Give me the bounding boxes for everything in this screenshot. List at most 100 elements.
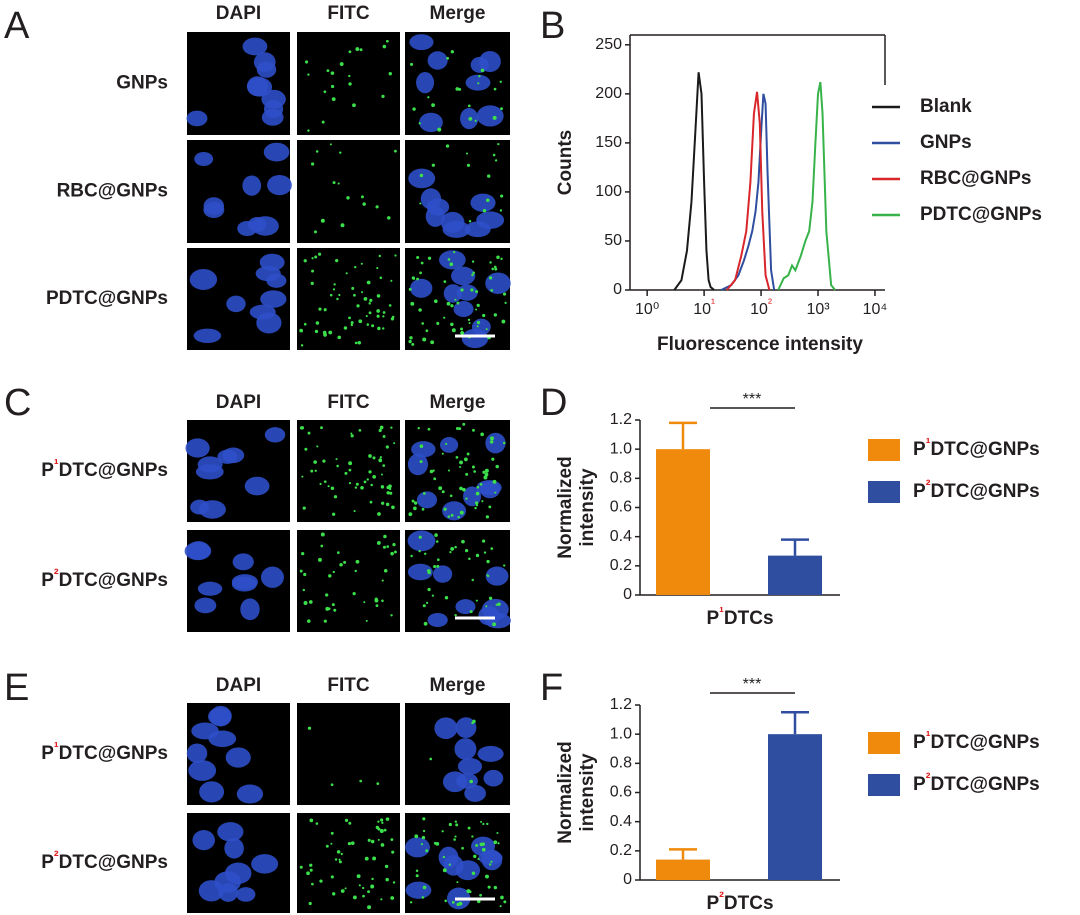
fitc-dot [385,502,390,507]
fitc-dot [348,50,352,54]
fitc-dot [343,560,347,564]
fitc-dot [454,298,457,301]
fitc-dot [376,294,381,298]
fitc-dot [368,311,372,315]
fitc-dot [359,48,363,52]
legend-label: P²DTC@GNPs [913,771,1040,795]
fitc-dot [379,425,384,430]
fitc-dot [382,44,387,49]
nucleus [471,836,496,856]
fitc-dot [390,614,393,617]
column-header: Merge [430,392,486,413]
y-axis-title: Normalized [555,456,576,558]
y-tick-label: 1.2 [610,696,632,713]
fitc-dot [444,899,447,903]
fitc-dot [311,162,315,166]
y-tick-label: 0.8 [610,470,632,487]
fitc-dot [431,594,434,597]
fitc-dot [331,97,336,102]
fitc-dot [320,544,324,548]
fitc-dot [313,230,317,234]
nucleus [217,822,244,842]
fitc-dot [450,322,454,327]
fitc-dot [475,290,479,294]
fitc-dot [315,321,320,325]
fitc-dot [382,545,386,549]
fitc-dot [320,532,325,537]
nucleus [193,328,222,344]
fitc-dot [338,858,341,861]
fitc-dot [451,328,456,333]
fitc-dot [460,288,464,292]
nucleus [416,71,435,94]
category-label: P²DTCs [706,890,773,914]
fitc-dot [310,281,314,285]
column-header: FITC [327,675,369,696]
nucleus [263,142,290,162]
nucleus [456,284,478,301]
y-tick-label: 1.0 [610,440,632,457]
fitc-dot [443,280,447,284]
fitc-dot [379,276,383,280]
fitc-dot [493,313,498,317]
fitc-dot [473,470,476,473]
nucleus [485,566,509,586]
fitc-dot [357,340,362,345]
fitc-dot [361,291,364,294]
fitc-dot [330,71,335,75]
fitc-dot [500,107,503,111]
fitc-dot [472,719,476,724]
fitc-dot [302,588,306,592]
nucleus [242,37,268,56]
fitc-dot [355,559,360,564]
fitc-dot [447,515,451,518]
fitc-dot [436,564,440,568]
fitc-dot [390,838,394,841]
fitc-dot [448,822,452,827]
fitc-dot [479,842,483,847]
fitc-dot [465,472,469,476]
fitc-dot [374,598,379,603]
fitc-dot [325,844,329,848]
nucleus [232,553,254,571]
fitc-dot [309,863,313,867]
legend-swatch [868,481,900,503]
fitc-dot [433,299,438,304]
fitc-dot [345,272,348,275]
fitc-dot [330,486,335,490]
fitc-dot [445,144,450,148]
x-tick-label: 10³ [806,301,830,318]
fitc-dot [367,890,370,894]
fitc-dot [318,307,322,311]
fitc-dot [486,198,490,202]
y-tick-label: 150 [595,134,622,151]
nucleus [189,269,218,290]
fitc-dot [340,889,345,893]
fitc-dot [450,513,454,517]
nucleus [484,612,511,629]
fitc-dot [482,313,486,318]
fitc-dot [448,863,451,866]
fitc-dot [425,601,429,604]
fitc-dot [488,505,492,509]
fitc-dot [315,150,319,153]
fitc-dot [492,153,496,157]
fitc-dot [441,830,444,833]
fitc-dot [475,844,479,847]
fitc-dot [490,860,493,863]
row-label: GNPs [116,73,168,94]
fitc-dot [459,460,463,465]
fitc-dot [499,209,503,212]
fitc-dot [475,308,478,311]
fitc-dot [307,431,311,435]
fitc-dot [372,475,376,479]
fitc-dot [416,255,420,260]
fitc-dot [314,329,319,334]
nucleus [191,722,219,740]
nucleus [440,211,465,233]
fitc-dot [332,892,336,896]
fitc-dot [361,886,365,890]
nucleus [237,220,258,237]
error-bar [669,848,697,860]
fitc-dot [352,591,356,596]
